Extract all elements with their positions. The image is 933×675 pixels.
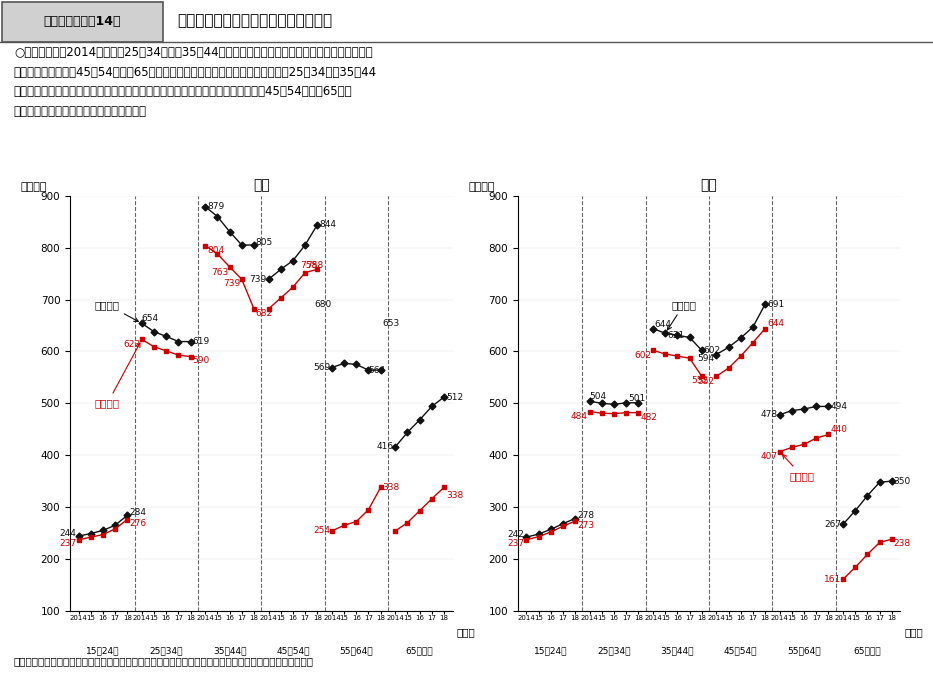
Text: 631: 631: [667, 331, 684, 340]
Text: （年）: （年）: [904, 628, 923, 637]
Title: 男性: 男性: [253, 178, 270, 192]
Text: 15～24歳: 15～24歳: [86, 646, 119, 655]
Text: ○　男性では、2014年以降「25～34歳」「35～44歳」において就業者数、雇用者数ともに減少傾向
　にある一方で、「45～54歳」「65歳以上」では増加傾向: ○ 男性では、2014年以降「25～34歳」「35～44歳」において就業者数、雇…: [14, 47, 377, 118]
Text: 653: 653: [383, 319, 399, 329]
Text: 254: 254: [313, 526, 330, 535]
Text: 161: 161: [824, 574, 842, 584]
Text: 879: 879: [207, 202, 224, 211]
Text: 350: 350: [894, 477, 911, 485]
Text: 623: 623: [123, 340, 140, 349]
Text: 就業者数: 就業者数: [95, 300, 138, 321]
Text: 第１－（２）－14図: 第１－（２）－14図: [43, 15, 120, 28]
Text: 644: 644: [655, 320, 672, 329]
Text: 569: 569: [313, 363, 330, 372]
Text: 440: 440: [830, 425, 847, 434]
Text: 年齢階級別にみた就業者数・雇用者数: 年齢階級別にみた就業者数・雇用者数: [177, 14, 332, 28]
Text: 338: 338: [383, 483, 399, 492]
Text: 844: 844: [319, 220, 336, 230]
Text: （万人）: （万人）: [21, 182, 47, 192]
Text: 242: 242: [508, 530, 524, 539]
Text: 35～44歳: 35～44歳: [213, 646, 246, 655]
Text: 478: 478: [760, 410, 778, 419]
Text: 619: 619: [192, 337, 210, 346]
Text: 資料出所　総務省統計局「労働力調査（基本集計）」をもとに厚生労働省政策統括官付政策統括室にて作成: 資料出所 総務省統計局「労働力調査（基本集計）」をもとに厚生労働省政策統括官付政…: [14, 657, 313, 666]
Text: 644: 644: [767, 319, 784, 328]
Text: 739: 739: [223, 279, 241, 288]
Text: 65歳以上: 65歳以上: [406, 646, 434, 655]
Text: 237: 237: [508, 539, 524, 548]
Text: 15～24歳: 15～24歳: [534, 646, 567, 655]
Text: （万人）: （万人）: [468, 182, 494, 192]
Text: 494: 494: [830, 402, 847, 411]
Text: 267: 267: [824, 520, 842, 529]
Text: 55～64歳: 55～64歳: [340, 646, 373, 655]
Text: 25～34歳: 25～34歳: [597, 646, 631, 655]
Text: 273: 273: [577, 520, 594, 530]
Text: 484: 484: [571, 412, 588, 421]
Text: 35～44歳: 35～44歳: [661, 646, 694, 655]
Text: 552: 552: [690, 376, 708, 385]
Text: 739: 739: [249, 275, 267, 284]
Text: 65歳以上: 65歳以上: [854, 646, 882, 655]
Text: 238: 238: [894, 539, 911, 548]
Text: 512: 512: [446, 393, 463, 402]
Text: 276: 276: [129, 519, 146, 529]
Text: 45～54歳: 45～54歳: [276, 646, 310, 655]
Text: 416: 416: [376, 442, 394, 452]
Text: 602: 602: [703, 346, 720, 355]
Text: 338: 338: [446, 491, 463, 500]
Text: 504: 504: [590, 392, 606, 400]
Text: 682: 682: [256, 308, 272, 317]
Text: 284: 284: [129, 508, 146, 517]
Text: 278: 278: [577, 511, 594, 520]
Text: 805: 805: [256, 238, 273, 247]
Text: 407: 407: [760, 452, 778, 461]
Text: 654: 654: [142, 314, 159, 323]
Text: （年）: （年）: [456, 628, 475, 637]
Text: 564: 564: [369, 366, 385, 375]
Text: 25～34歳: 25～34歳: [149, 646, 183, 655]
Text: 763: 763: [212, 267, 229, 277]
Text: 501: 501: [628, 394, 646, 403]
Text: 雇用者数: 雇用者数: [783, 454, 815, 481]
Text: 482: 482: [640, 413, 657, 423]
Text: 691: 691: [767, 300, 785, 308]
Text: 45～54歳: 45～54歳: [724, 646, 758, 655]
Text: 680: 680: [314, 300, 331, 309]
Title: 女性: 女性: [701, 178, 717, 192]
Text: 602: 602: [634, 351, 652, 360]
Text: 758: 758: [300, 261, 317, 270]
Text: 237: 237: [60, 539, 77, 548]
Bar: [2, 2, 163, 42]
Text: 雇用者数: 雇用者数: [95, 343, 140, 408]
Text: 758: 758: [306, 261, 324, 270]
Text: 就業者数: 就業者数: [667, 300, 696, 330]
Text: 244: 244: [60, 529, 77, 537]
Text: 552: 552: [698, 377, 715, 386]
Text: 590: 590: [192, 356, 210, 365]
Text: 55～64歳: 55～64歳: [787, 646, 821, 655]
Text: 804: 804: [207, 246, 224, 255]
Text: 594: 594: [698, 354, 715, 363]
